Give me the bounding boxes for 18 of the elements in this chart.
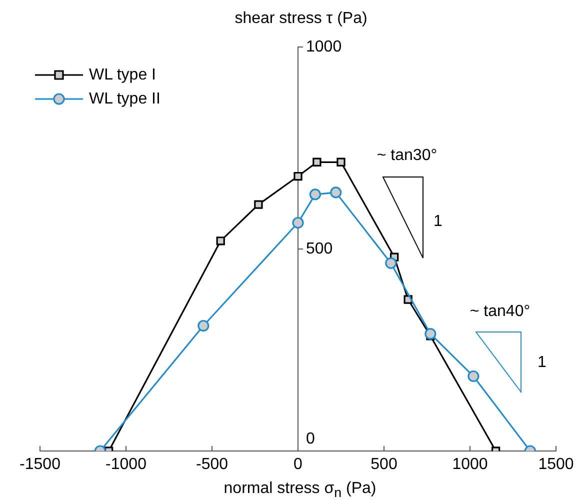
annotation: 1 — [434, 213, 442, 231]
x-tick-label: -1000 — [106, 456, 147, 474]
annotation: ~ tan40° — [470, 303, 530, 321]
legend-label: WL type I — [89, 66, 156, 84]
x-tick-label: -1500 — [20, 456, 61, 474]
annotation: ~ tan30° — [376, 147, 438, 165]
x-tick-label: 1500 — [538, 456, 574, 474]
annotation: 1 — [538, 354, 546, 372]
y-tick-label: 500 — [306, 240, 333, 258]
x-tick-label: 1000 — [452, 456, 488, 474]
x-tick-label: 500 — [370, 456, 398, 474]
legend-label: WL type II — [89, 90, 160, 108]
y-axis-title: shear stress τ (Pa) — [234, 10, 368, 28]
x-tick-label: -500 — [196, 456, 228, 474]
y-tick-label: 1000 — [306, 38, 342, 56]
y-tick-label: 0 — [306, 430, 315, 448]
x-axis-title: normal stress σ$_{n}$ (Pa) — [224, 480, 376, 500]
x-tick-label: 0 — [294, 456, 303, 474]
